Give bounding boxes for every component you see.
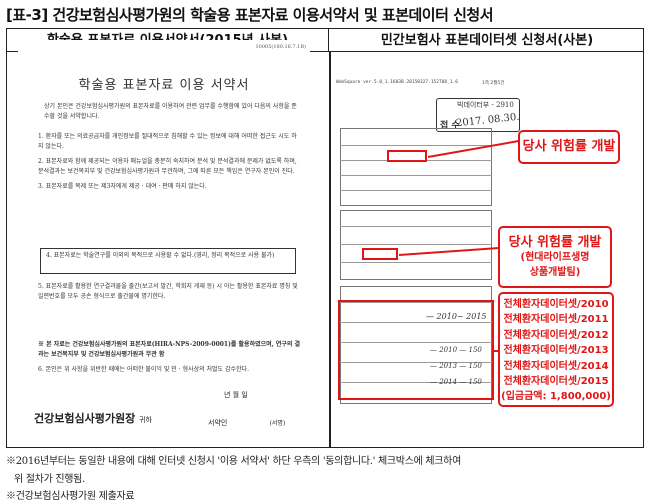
dataset-2013: 전체환자데이터셋/2013 xyxy=(503,345,609,357)
pledge-items-continued: 5. 표본자료를 활용한 연구결과물을 출간(보고서 발간, 학회지 게재 등)… xyxy=(38,282,300,307)
form-table-1 xyxy=(340,128,492,206)
form-rule xyxy=(340,362,492,363)
callout-risk-dev-2: 당사 위험률 개발 (현대라이프생명 상품개발팀) xyxy=(498,226,612,288)
handwriting-b: — 2010 — 150 xyxy=(430,346,482,354)
dataset-2012: 전체환자데이터셋/2012 xyxy=(503,329,609,341)
pledge-document-scan: 10005(180.16.7.1B) 학술용 표본자료 이용 서약서 상기 본인… xyxy=(18,40,310,427)
deposit-amount: (입금금액: 1,800,000) xyxy=(501,391,611,403)
seal-mark: (서명) xyxy=(269,420,286,427)
callout-datasets: 전체환자데이터셋/2010 전체환자데이터셋/2011 전체환자데이터셋/201… xyxy=(498,292,614,407)
dataset-2015: 전체환자데이터셋/2015 xyxy=(503,376,609,388)
callout-2-sub2: 상품개발팀) xyxy=(529,267,581,278)
handwriting-a: — 2010~ 2015 xyxy=(426,312,487,321)
addressee-suffix: 귀하 xyxy=(139,416,152,424)
pledge-note: ※ 본 자료는 건강보험심사평가원의 표본자료(HIRA-NPS-2009-00… xyxy=(38,340,300,375)
pledge-item-4-highlighted: 4. 표본자료는 학술연구를 이외의 목적으로 사용할 수 없다.(영리, 정리… xyxy=(40,248,296,274)
handwriting-d: — 2014 — 150 xyxy=(430,378,482,386)
dataset-2010: 전체환자데이터셋/2010 xyxy=(503,299,609,310)
pledge-item-2: 2. 표본자료와 함께 제공되는 이용자 매뉴얼을 충분히 숙지하여 분석 및 … xyxy=(38,158,297,175)
callout-arrow-3 xyxy=(494,350,500,352)
form-rule xyxy=(340,262,492,263)
dataset-2014: 전체환자데이터셋/2014 xyxy=(503,360,609,372)
form-code: 10005(180.16.7.1B) xyxy=(255,44,306,50)
form-table-2 xyxy=(340,210,492,280)
pledge-item-5: 5. 표본자료를 활용한 연구결과물을 출간(보고서 발간, 학회지 게재 등)… xyxy=(38,283,298,300)
callout-risk-dev-1: 당사 위험률 개발 xyxy=(518,130,620,164)
form-rule xyxy=(340,244,492,245)
footnote-1: ※2016년부터는 동일한 내용에 대해 인터넷 신청시 '이용 서약서' 하단… xyxy=(6,456,461,467)
receipt-stamp xyxy=(436,98,520,132)
page-title: [표-3] 건강보험심사평가원의 학술용 표본자료 이용서약서 및 표본데이터 … xyxy=(6,6,494,24)
purpose-highlight-1 xyxy=(387,150,427,162)
form-rule xyxy=(340,382,492,383)
form-rule xyxy=(340,175,492,176)
form-rule xyxy=(340,226,492,227)
form-table-3 xyxy=(340,286,492,404)
pledge-notice: ※ 본 자료는 건강보험심사평가원의 표본자료(HIRA-NPS-2009-00… xyxy=(38,341,301,358)
callout-2-main: 당사 위험률 개발 xyxy=(508,235,602,250)
purpose-highlight-2 xyxy=(362,248,398,260)
form-rule xyxy=(340,342,492,343)
handwriting-c: — 2013 — 150 xyxy=(430,362,482,370)
stamp-department: 빅데이터부 - 2910 xyxy=(457,101,514,109)
pledge-signer: 서약인 (서명) xyxy=(208,418,285,428)
pledge-item-1: 1. 환자를 또는 의료공급자를 개인정보를 절대적으로 침해할 수 있는 정보… xyxy=(38,133,297,150)
footnote-2: ※건강보험심사평가원 제출자료 xyxy=(6,491,135,502)
form-rule xyxy=(340,190,492,191)
form-rule xyxy=(340,322,492,323)
form-rule xyxy=(340,302,492,303)
pledge-title: 학술용 표본자료 이용 서약서 xyxy=(78,78,250,93)
right-column-header: 민간보험사 표본데이터셋 신청서(사본) xyxy=(380,33,594,48)
callout-2-sub1: (현대라이프생명 xyxy=(520,252,590,263)
pledge-addressee: 건강보험심사평가원장 귀하 xyxy=(34,410,152,426)
dataset-highlight xyxy=(338,300,494,400)
pledge-date: 년 월 일 xyxy=(224,391,248,399)
pledge-items: 1. 환자를 또는 의료공급자를 개인정보를 절대적으로 침해할 수 있는 정보… xyxy=(38,132,300,197)
pledge-item-6: 6. 본인은 위 사항을 위반한 때에는 어떠한 불이익 및 민 · 형사상의 … xyxy=(38,366,249,373)
stamp-label: 접 수 xyxy=(440,121,460,131)
form-header-line: WebSquare ver.5.0_1.1603B.20150327.15270… xyxy=(336,80,458,85)
dataset-2011: 전체환자데이터셋/2011 xyxy=(503,314,609,326)
signer-label: 서약인 xyxy=(208,419,228,427)
addressee-org: 건강보험심사평가원장 xyxy=(34,412,136,425)
form-rule xyxy=(340,145,492,146)
form-page-label: 1쪽 2월5건 xyxy=(482,81,505,86)
column-divider xyxy=(329,52,331,447)
pledge-item-3: 3. 표본자료를 복제 또는 제3자에게 제공 · 대여 · 판매 하지 않는다… xyxy=(38,183,207,190)
footnote-1-cont: 위 절차가 진행됨. xyxy=(14,474,85,485)
pledge-intro: 상기 본인은 건강보험심사평가원의 표본자료를 이용하여 관련 업무를 수행함에… xyxy=(44,103,297,120)
